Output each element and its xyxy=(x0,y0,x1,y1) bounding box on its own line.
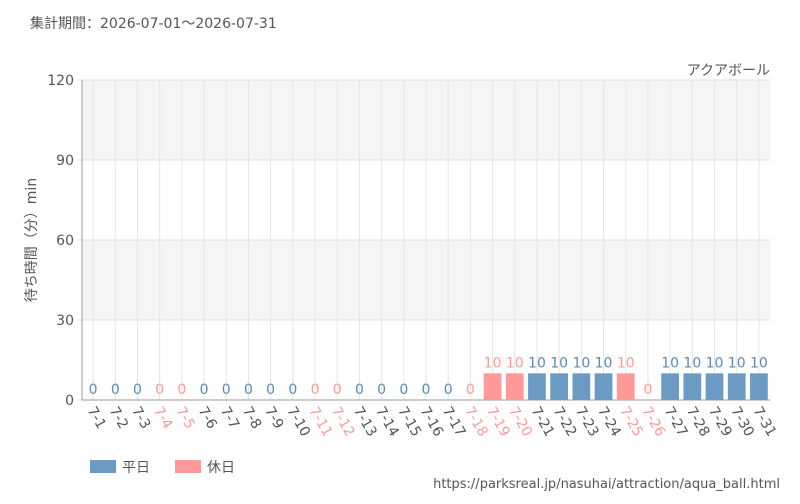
value-label: 0 xyxy=(133,382,142,398)
value-label: 10 xyxy=(661,355,679,371)
x-tick-label: 7-5 xyxy=(172,404,197,432)
value-label: 10 xyxy=(484,355,502,371)
bar xyxy=(528,373,546,400)
value-label: 10 xyxy=(617,355,635,371)
value-label: 10 xyxy=(595,355,613,371)
source-url: https://parksreal.jp/nasuhai/attraction/… xyxy=(433,477,780,492)
value-label: 0 xyxy=(466,382,475,398)
chart-subtitle: アクアボール xyxy=(687,63,770,79)
legend-swatch xyxy=(90,460,116,473)
x-tick-label: 7-6 xyxy=(195,404,220,432)
y-tick-label: 90 xyxy=(56,153,74,169)
value-label: 10 xyxy=(750,355,768,371)
value-label: 0 xyxy=(422,382,431,398)
x-tick-label: 7-7 xyxy=(217,404,242,432)
bar xyxy=(483,373,502,400)
value-label: 10 xyxy=(550,355,568,371)
x-tick-label: 7-1 xyxy=(84,404,109,432)
value-label: 0 xyxy=(288,382,297,398)
bar xyxy=(727,373,746,400)
value-label: 0 xyxy=(200,382,209,398)
value-label: 10 xyxy=(683,355,701,371)
bar xyxy=(550,373,569,400)
legend-label: 平日 xyxy=(122,460,150,476)
x-tick-label: 7-31 xyxy=(749,404,779,440)
bar xyxy=(572,373,591,400)
x-tick-label: 7-2 xyxy=(106,404,131,432)
value-label: 10 xyxy=(706,355,724,371)
bar xyxy=(594,373,613,400)
y-axis-label: 待ち時間（分）min xyxy=(24,178,40,302)
value-label: 0 xyxy=(444,382,453,398)
value-label: 0 xyxy=(244,382,253,398)
value-label: 0 xyxy=(89,382,98,398)
bar xyxy=(505,373,524,400)
value-label: 10 xyxy=(728,355,746,371)
value-label: 0 xyxy=(377,382,386,398)
value-label: 0 xyxy=(155,382,164,398)
y-tick-label: 120 xyxy=(47,73,74,89)
value-label: 0 xyxy=(177,382,186,398)
value-label: 0 xyxy=(399,382,408,398)
value-label: 10 xyxy=(528,355,546,371)
y-tick-label: 0 xyxy=(65,393,74,409)
value-label: 0 xyxy=(111,382,120,398)
legend-label: 休日 xyxy=(207,460,235,476)
value-label: 0 xyxy=(222,382,231,398)
value-label: 0 xyxy=(311,382,320,398)
bar xyxy=(661,373,680,400)
x-tick-label: 7-3 xyxy=(128,404,153,432)
value-label: 10 xyxy=(572,355,590,371)
bar xyxy=(705,373,724,400)
y-tick-label: 60 xyxy=(56,233,74,249)
value-label: 0 xyxy=(355,382,364,398)
value-label: 0 xyxy=(643,382,652,398)
chart-title: 集計期間：2026-07-01～2026-07-31 xyxy=(30,15,277,32)
value-label: 0 xyxy=(333,382,342,398)
x-tick-label: 7-9 xyxy=(261,404,286,432)
bar xyxy=(683,373,702,400)
value-label: 0 xyxy=(266,382,275,398)
x-tick-label: 7-4 xyxy=(150,404,175,432)
value-label: 10 xyxy=(506,355,524,371)
bar xyxy=(750,373,768,400)
y-tick-label: 30 xyxy=(56,313,74,329)
x-tick-label: 7-8 xyxy=(239,404,264,432)
legend-swatch xyxy=(175,460,201,473)
bar xyxy=(616,373,635,400)
